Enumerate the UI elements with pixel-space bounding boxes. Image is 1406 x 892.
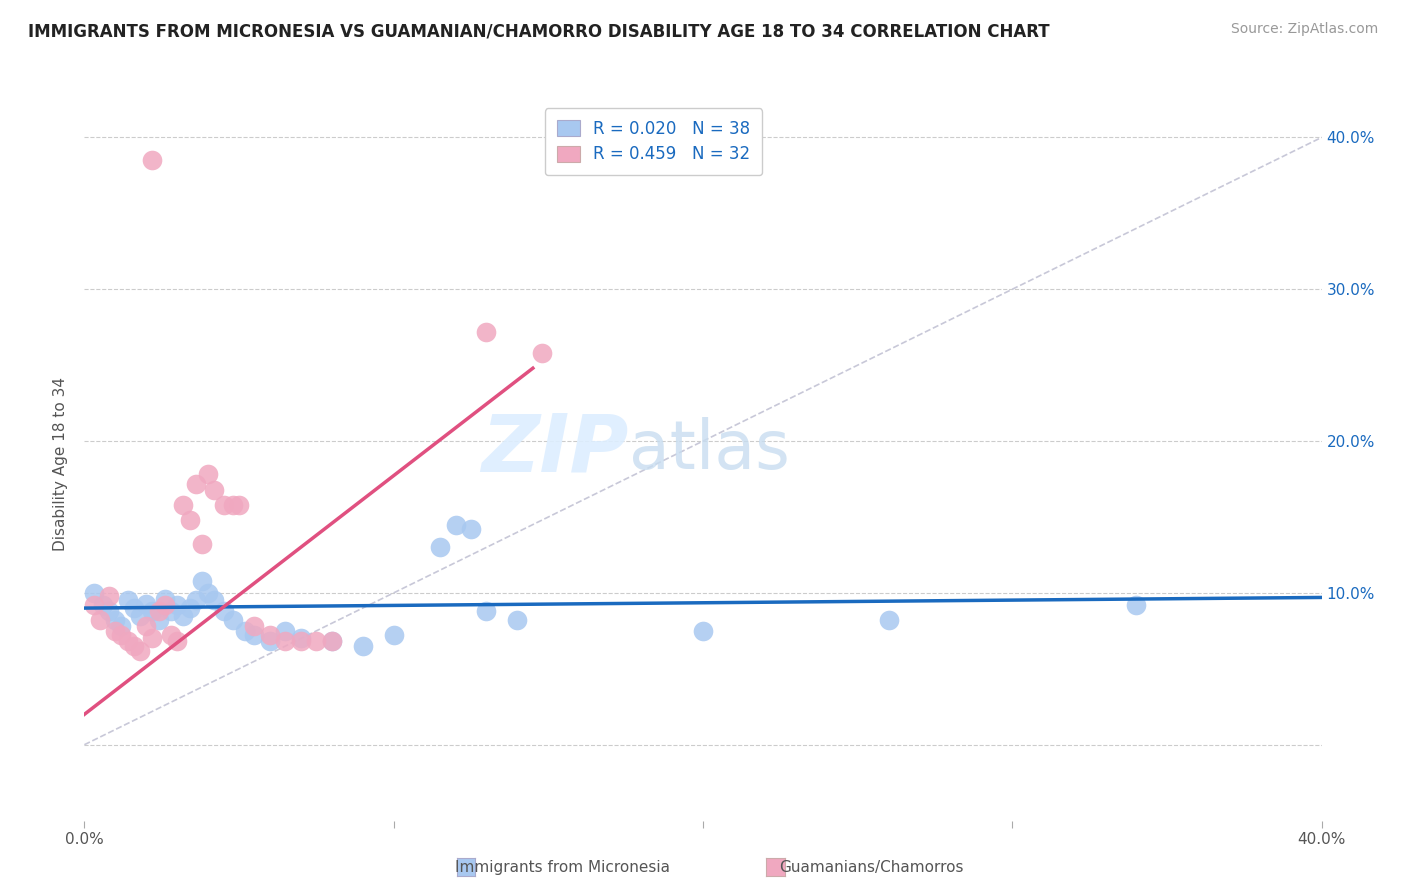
Point <box>259 634 281 648</box>
Point <box>89 613 111 627</box>
Point <box>475 604 498 618</box>
Point <box>166 598 188 612</box>
Point <box>129 608 152 623</box>
Point <box>506 613 529 627</box>
Point <box>222 613 245 627</box>
Point <box>117 634 139 648</box>
Point <box>160 604 183 618</box>
Text: IMMIGRANTS FROM MICRONESIA VS GUAMANIAN/CHAMORRO DISABILITY AGE 18 TO 34 CORRELA: IMMIGRANTS FROM MICRONESIA VS GUAMANIAN/… <box>28 22 1050 40</box>
Point <box>184 593 207 607</box>
Point <box>129 643 152 657</box>
Point <box>122 601 145 615</box>
Point <box>202 483 225 497</box>
Point <box>98 589 121 603</box>
Text: Source: ZipAtlas.com: Source: ZipAtlas.com <box>1230 22 1378 37</box>
Point <box>148 613 170 627</box>
Point <box>274 634 297 648</box>
Point <box>259 628 281 642</box>
Point <box>444 517 467 532</box>
Point <box>184 476 207 491</box>
Point <box>352 639 374 653</box>
Y-axis label: Disability Age 18 to 34: Disability Age 18 to 34 <box>53 376 69 551</box>
Point <box>141 604 163 618</box>
Point <box>382 628 405 642</box>
Point <box>98 604 121 618</box>
Point <box>83 586 105 600</box>
Point <box>290 632 312 646</box>
Point <box>321 634 343 648</box>
Point <box>135 619 157 633</box>
Text: Immigrants from Micronesia: Immigrants from Micronesia <box>456 860 669 874</box>
Point <box>692 624 714 638</box>
Point <box>83 598 105 612</box>
Point <box>475 325 498 339</box>
Legend: R = 0.020   N = 38, R = 0.459   N = 32: R = 0.020 N = 38, R = 0.459 N = 32 <box>546 108 762 175</box>
Point <box>110 628 132 642</box>
Point <box>179 601 201 615</box>
Point <box>191 574 214 588</box>
Point <box>202 593 225 607</box>
Point <box>305 634 328 648</box>
Point <box>222 498 245 512</box>
Point <box>290 634 312 648</box>
Point <box>274 624 297 638</box>
Point <box>141 153 163 168</box>
Point <box>233 624 256 638</box>
Point <box>197 586 219 600</box>
Point <box>166 634 188 648</box>
Point <box>135 597 157 611</box>
Point <box>321 634 343 648</box>
Text: ZIP: ZIP <box>481 410 628 489</box>
Point <box>110 619 132 633</box>
Point <box>91 598 114 612</box>
Point <box>1125 598 1147 612</box>
Point <box>460 522 482 536</box>
Point <box>877 613 900 627</box>
Point <box>172 608 194 623</box>
Text: Guamanians/Chamorros: Guamanians/Chamorros <box>779 860 965 874</box>
Point <box>191 537 214 551</box>
Point <box>117 593 139 607</box>
Point <box>148 604 170 618</box>
Point <box>197 467 219 482</box>
Point <box>179 513 201 527</box>
Point <box>243 628 266 642</box>
Point <box>531 346 554 360</box>
Point <box>153 591 176 606</box>
Text: atlas: atlas <box>628 417 790 483</box>
Point <box>429 541 451 555</box>
Point <box>141 632 163 646</box>
Point <box>243 619 266 633</box>
Point <box>153 598 176 612</box>
Point <box>104 624 127 638</box>
Point <box>104 613 127 627</box>
Point <box>160 628 183 642</box>
Point <box>212 604 235 618</box>
Point <box>228 498 250 512</box>
Point <box>122 639 145 653</box>
Point <box>172 498 194 512</box>
Point <box>212 498 235 512</box>
